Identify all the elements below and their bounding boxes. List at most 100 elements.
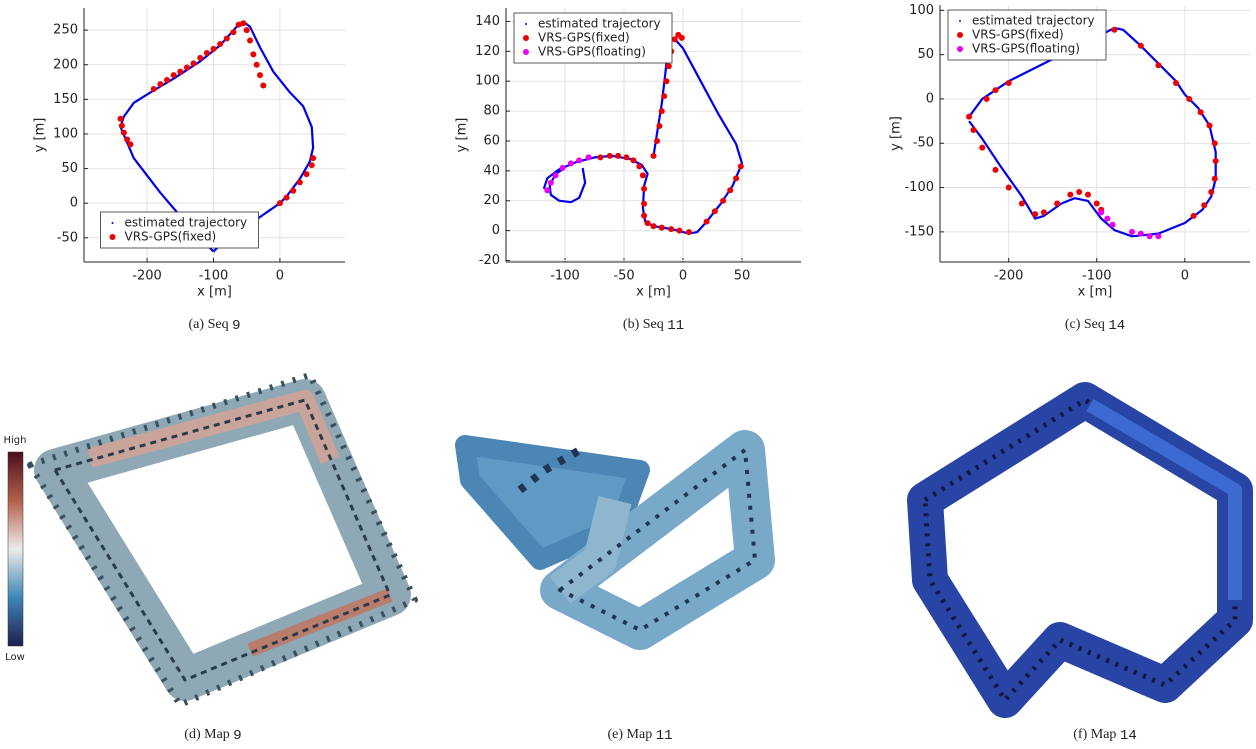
gps-point — [151, 86, 157, 92]
gps-point — [1085, 192, 1091, 198]
gps-point — [1019, 201, 1025, 207]
gps-point — [1094, 201, 1100, 207]
gps-point — [984, 96, 990, 102]
gps-point — [970, 127, 976, 133]
gps-point — [560, 165, 566, 171]
y-tick-label: 250 — [53, 23, 78, 38]
gps-point — [659, 225, 665, 231]
gps-point — [733, 175, 739, 181]
x-axis-label: x [m] — [636, 285, 671, 300]
colorbar — [8, 452, 23, 646]
gps-point — [668, 226, 674, 232]
gps-point — [1206, 123, 1212, 129]
legend-label: estimated trajectory — [538, 17, 661, 31]
legend-marker — [523, 35, 529, 41]
y-tick-label: 50 — [61, 161, 78, 176]
legend-label: estimated trajectory — [972, 14, 1095, 28]
gps-point — [1208, 189, 1214, 195]
gps-point — [157, 81, 163, 87]
y-tick-label: 40 — [483, 163, 500, 178]
gps-point — [250, 51, 256, 57]
gps-point — [1212, 140, 1218, 146]
caption-part: Seq — [643, 317, 664, 332]
legend-label: VRS-GPS(fixed) — [125, 230, 217, 244]
gps-point — [568, 160, 574, 166]
gps-point — [1129, 229, 1135, 235]
y-tick-label: 200 — [53, 57, 78, 72]
map-image — [30, 375, 415, 705]
map-image — [925, 400, 1235, 700]
gps-point — [645, 220, 651, 226]
y-tick-label: -50 — [913, 136, 934, 151]
y-tick-label: -150 — [904, 224, 934, 239]
legend-marker — [110, 234, 116, 240]
gps-point — [118, 116, 124, 122]
gps-point — [309, 162, 315, 168]
gps-point — [641, 201, 647, 207]
chart-caption: (b) Seq 11 — [623, 317, 684, 333]
caption-part: Seq — [208, 317, 229, 332]
caption-part: 9 — [232, 318, 240, 334]
caption-part: (b) — [623, 317, 640, 332]
gps-point — [191, 60, 197, 66]
y-tick-label: 50 — [917, 47, 934, 62]
gps-point — [1138, 231, 1144, 237]
gps-point — [636, 163, 642, 169]
gps-point — [1006, 185, 1012, 191]
gps-point — [1198, 109, 1204, 115]
gps-point — [661, 93, 667, 99]
gps-point — [204, 50, 210, 56]
y-tick-label: 150 — [53, 92, 78, 107]
gps-point — [1212, 176, 1218, 182]
gps-point — [607, 153, 613, 159]
gps-point — [164, 77, 170, 83]
gps-point — [651, 223, 657, 229]
gps-point — [623, 154, 629, 160]
gps-point — [553, 172, 559, 178]
y-tick-label: 100 — [53, 126, 78, 141]
legend-marker — [525, 23, 527, 25]
y-tick-label: 80 — [483, 104, 500, 119]
gps-point — [277, 200, 283, 206]
gps-point — [290, 188, 296, 194]
gps-point — [641, 186, 647, 192]
gps-point — [244, 27, 250, 33]
gps-point — [1067, 192, 1073, 198]
gps-point — [1173, 80, 1179, 86]
y-axis-label: y [m] — [889, 116, 904, 151]
gps-point — [1191, 213, 1197, 219]
gps-point — [641, 213, 647, 219]
gps-point — [224, 35, 230, 41]
legend-label: estimated trajectory — [125, 216, 248, 230]
gps-point — [679, 35, 685, 41]
x-tick-label: -100 — [550, 269, 580, 284]
gps-point — [630, 157, 636, 163]
gps-point — [1213, 158, 1219, 164]
gps-point — [992, 87, 998, 93]
gps-point — [211, 46, 217, 52]
y-tick-label: 60 — [483, 133, 500, 148]
gps-point — [654, 138, 660, 144]
x-axis-label: x [m] — [1078, 285, 1113, 300]
gps-point — [597, 154, 603, 160]
gps-point — [257, 72, 263, 78]
y-tick-label: -50 — [57, 230, 78, 245]
legend-marker — [957, 46, 963, 52]
legend-marker — [957, 32, 963, 38]
caption-part: 11 — [667, 318, 684, 334]
map-caption: (d) Map 9 — [184, 727, 241, 743]
gps-point — [712, 208, 718, 214]
y-tick-label: 20 — [483, 193, 500, 208]
figure: High Low (d) Map 9 (e) Map 11 (f) Map 14… — [0, 0, 1256, 749]
gps-point — [1098, 209, 1104, 215]
x-tick-label: -100 — [1082, 269, 1112, 284]
gps-point — [1155, 233, 1161, 239]
y-axis-label: y [m] — [455, 118, 470, 153]
gps-point — [586, 154, 592, 160]
gps-point — [1006, 80, 1012, 86]
legend-marker — [523, 49, 529, 55]
gps-point — [659, 108, 665, 114]
y-tick-label: 0 — [492, 223, 500, 238]
gps-point — [727, 187, 733, 193]
gps-point — [127, 141, 133, 147]
